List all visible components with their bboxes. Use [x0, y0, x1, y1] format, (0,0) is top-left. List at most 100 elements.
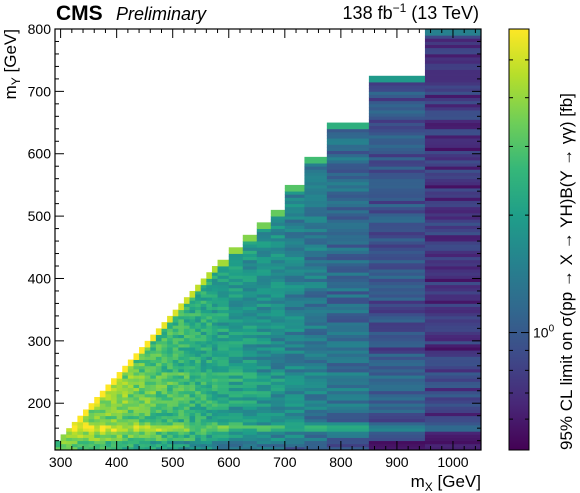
heatmap-cell	[189, 359, 196, 364]
heatmap-cell	[167, 403, 174, 407]
heatmap-cell	[161, 421, 168, 426]
heatmap-cell	[161, 372, 168, 376]
heatmap-cell	[94, 409, 101, 413]
heatmap-cell	[326, 244, 370, 248]
heatmap-cell	[256, 287, 272, 292]
heatmap-cell	[122, 409, 129, 413]
heatmap-cell	[195, 347, 202, 351]
heatmap-cell	[127, 409, 134, 413]
heatmap-cell	[270, 319, 286, 323]
heatmap-cell	[139, 418, 146, 423]
heatmap-cell	[217, 259, 230, 264]
heatmap-cell	[211, 350, 218, 354]
heatmap-cell	[206, 425, 213, 429]
heatmap-cell	[242, 387, 258, 392]
heatmap-cell	[326, 446, 370, 450]
heatmap-cell	[133, 362, 140, 367]
heatmap-cell	[71, 434, 78, 438]
heatmap-cell	[206, 322, 213, 326]
heatmap-cell	[424, 163, 481, 167]
heatmap-cell	[161, 384, 168, 389]
heatmap-cell	[195, 375, 202, 379]
heatmap-cell	[217, 428, 230, 432]
heatmap-cell	[178, 431, 185, 435]
heatmap-cell	[368, 172, 426, 176]
heatmap-cell	[122, 425, 129, 429]
heatmap-cell	[256, 412, 272, 417]
heatmap-cell	[424, 209, 481, 214]
heatmap-cell	[133, 440, 140, 445]
heatmap-cell	[304, 431, 328, 435]
heatmap-cell	[368, 431, 426, 435]
heatmap-cell	[368, 181, 426, 186]
heatmap-cell	[424, 322, 481, 326]
heatmap-cell	[155, 359, 162, 364]
heatmap-cell	[326, 206, 370, 211]
heatmap-cell	[139, 372, 146, 376]
heatmap-cell	[242, 287, 258, 292]
heatmap-cell	[71, 431, 78, 435]
heatmap-cell	[183, 322, 190, 326]
heatmap-cell	[195, 372, 202, 376]
heatmap-cell	[368, 306, 426, 311]
heatmap-cell	[228, 300, 244, 304]
heatmap-cell	[161, 356, 168, 360]
heatmap-cell	[424, 266, 481, 270]
heatmap-cell	[195, 443, 202, 448]
heatmap-cell	[256, 390, 272, 395]
heatmap-cell	[256, 421, 272, 426]
heatmap-cell	[284, 322, 305, 326]
heatmap-cell	[304, 188, 328, 192]
heatmap-cell	[284, 216, 305, 220]
heatmap-cell	[368, 421, 426, 426]
heatmap-cell	[211, 297, 218, 301]
heatmap-cell	[270, 312, 286, 317]
heatmap-cell	[228, 253, 244, 258]
heatmap-cell	[256, 446, 272, 450]
heatmap-cell	[144, 400, 151, 404]
heatmap-cell	[116, 437, 123, 442]
heatmap-cell	[242, 328, 258, 332]
heatmap-cell	[88, 431, 95, 435]
heatmap-cell	[178, 378, 185, 382]
heatmap-cell	[195, 409, 202, 413]
heatmap-cell	[228, 328, 244, 332]
heatmap-cell	[217, 328, 230, 332]
heatmap-cell	[195, 403, 202, 407]
heatmap-cell	[111, 378, 118, 382]
heatmap-cell	[133, 353, 140, 357]
heatmap-cell	[256, 266, 272, 270]
heatmap-cell	[228, 269, 244, 273]
heatmap-cell	[256, 375, 272, 379]
heatmap-cell	[270, 356, 286, 360]
heatmap-cell	[206, 415, 213, 420]
heatmap-cell	[368, 166, 426, 170]
heatmap-cell	[167, 334, 174, 339]
heatmap-cell	[195, 294, 202, 298]
heatmap-cell	[284, 378, 305, 382]
heatmap-cell	[270, 359, 286, 364]
heatmap-cell	[178, 340, 185, 345]
heatmap-cell	[242, 415, 258, 420]
heatmap-cell	[304, 194, 328, 198]
heatmap-cell	[200, 384, 207, 389]
heatmap-cell	[183, 437, 190, 442]
heatmap-cell	[211, 284, 218, 289]
heatmap-cell	[127, 434, 134, 438]
heatmap-cell	[122, 412, 129, 417]
heatmap-cell	[139, 403, 146, 407]
heatmap-cell	[368, 287, 426, 292]
heatmap-cell	[424, 131, 481, 136]
heatmap-cell	[139, 406, 146, 410]
heatmap-cell	[326, 375, 370, 379]
heatmap-cell	[326, 368, 370, 373]
heatmap-cell	[256, 365, 272, 370]
heatmap-cell	[167, 393, 174, 398]
heatmap-cell	[60, 434, 67, 438]
heatmap-cell	[368, 266, 426, 270]
heatmap-cell	[368, 262, 426, 267]
heatmap-cell	[127, 396, 134, 401]
heatmap-cell	[144, 443, 151, 448]
heatmap-cell	[195, 337, 202, 342]
heatmap-cell	[88, 443, 95, 448]
